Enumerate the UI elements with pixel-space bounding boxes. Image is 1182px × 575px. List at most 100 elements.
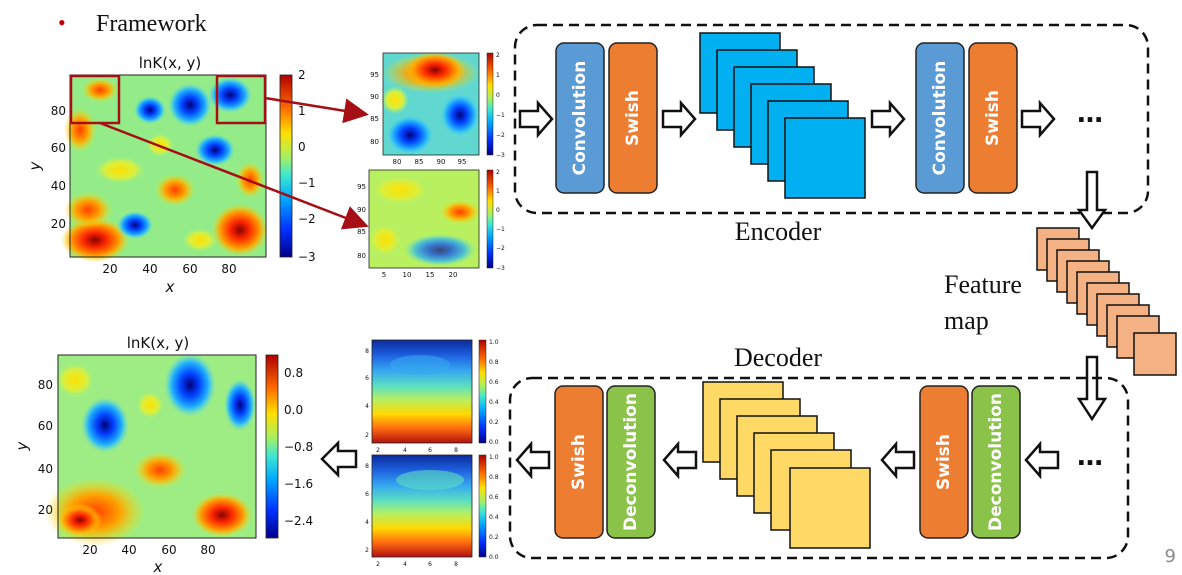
out-top-xtick: 4 — [403, 447, 407, 454]
out-bottom-cbar-tick: 0.6 — [489, 494, 499, 501]
out-bottom-cbar-tick: 1.0 — [489, 454, 499, 461]
input-map-title: lnK(x, y) — [139, 54, 202, 72]
input-cbar-tick: 2 — [298, 68, 306, 82]
hollow-arrow-left-icon — [880, 440, 916, 480]
output-ytick: 20 — [38, 503, 53, 517]
feature-map-label-line1: Feature — [944, 270, 1022, 299]
convolution-label: Convolution — [930, 61, 950, 176]
encoder-label: Encoder — [735, 217, 822, 246]
input-ytick: 40 — [51, 179, 66, 193]
feature-map-label-line2: map — [944, 306, 989, 335]
output-xlabel: x — [153, 558, 163, 575]
red-arrow-top — [264, 96, 369, 124]
out-bottom-ytick: 6 — [365, 491, 369, 498]
out-bottom-xtick: 2 — [376, 561, 380, 568]
crop-map-bottom: 5 10 15 20 95 90 85 80 2 1 0 −1 −2 −3 — [357, 169, 505, 279]
out-bottom-ytick: 4 — [365, 519, 369, 526]
out-top-cbar-tick: 0.6 — [489, 379, 499, 386]
output-xtick: 80 — [200, 543, 215, 557]
input-xlabel: x — [165, 278, 175, 296]
input-ytick: 80 — [51, 104, 66, 118]
output-colorbar — [265, 354, 279, 539]
output-ytick: 40 — [38, 462, 53, 476]
input-xtick: 60 — [182, 262, 197, 276]
out-top-cbar-tick: 0.2 — [489, 419, 499, 426]
input-cbar-tick: 0 — [298, 140, 306, 154]
convolution-label: Convolution — [570, 61, 590, 176]
page-number: 9 — [1165, 546, 1176, 567]
crop-box-left — [69, 74, 121, 125]
input-colorbar — [279, 74, 293, 258]
bullet: • — [58, 10, 66, 35]
out-top-xtick: 6 — [428, 447, 432, 454]
deconvolution-label: Deconvolution — [621, 393, 641, 531]
crop-box-right — [215, 74, 267, 125]
hollow-arrow-icon — [1020, 99, 1056, 139]
deconvolution-label: Deconvolution — [986, 393, 1006, 531]
decoder-label: Decoder — [734, 343, 822, 372]
output-ytick: 80 — [38, 378, 53, 392]
crop-top-xtick: 90 — [437, 158, 446, 166]
crop-bottom-cbar-tick: −1 — [496, 226, 505, 233]
hollow-arrow-icon — [870, 99, 906, 139]
crop-bottom-cbar-tick: 1 — [496, 188, 500, 195]
out-bottom-xtick: 6 — [428, 561, 432, 568]
output-xtick: 40 — [121, 543, 136, 557]
red-arrow-bottom — [99, 121, 369, 230]
swish-block — [608, 42, 658, 194]
out-bottom-cbar-tick: 0.4 — [489, 514, 499, 521]
crop-bottom-xtick: 5 — [382, 271, 386, 279]
out-bottom-cbar-tick: 0.2 — [489, 534, 499, 541]
deconvolution-block — [971, 385, 1021, 539]
crop-bottom-cbar-tick: −3 — [496, 265, 505, 272]
crop-top-ytick: 95 — [370, 71, 379, 79]
output-xtick: 20 — [82, 543, 97, 557]
encoder-feature-maps — [699, 32, 866, 199]
decoder-ellipsis: … — [1077, 442, 1103, 472]
input-cbar-tick: 1 — [298, 104, 306, 118]
crop-top-xtick: 95 — [458, 158, 467, 166]
swish-label: Swish — [983, 90, 1003, 146]
output-ylabel: y — [13, 440, 31, 451]
deconvolution-block — [606, 385, 656, 539]
encoder-ellipsis: … — [1077, 99, 1103, 129]
crop-top-cbar-tick: 0 — [496, 92, 500, 99]
hollow-arrow-icon — [518, 99, 554, 139]
crop-top-xtick: 80 — [393, 158, 402, 166]
out-bottom-xtick: 4 — [403, 561, 407, 568]
crop-top-cbar-tick: 2 — [496, 52, 500, 59]
latent-feature-maps — [1036, 227, 1177, 376]
hollow-arrow-down-icon — [1076, 170, 1108, 231]
hollow-arrow-icon — [661, 99, 697, 139]
swish-label: Swish — [934, 434, 954, 490]
crop-top-ytick: 80 — [370, 138, 379, 146]
input-cbar-tick: −1 — [298, 176, 316, 190]
output-ytick: 60 — [38, 419, 53, 433]
crop-top-xtick: 85 — [415, 158, 424, 166]
hollow-arrow-left-icon — [662, 440, 698, 480]
convolution-block — [915, 42, 965, 194]
input-ytick: 20 — [51, 217, 66, 231]
crop-bottom-cbar-tick: −2 — [496, 245, 505, 252]
output-xtick: 60 — [161, 543, 176, 557]
crop-bottom-ytick: 85 — [357, 228, 366, 236]
crop-bottom-ytick: 95 — [357, 183, 366, 191]
swish-label: Swish — [569, 434, 589, 490]
out-top-ytick: 6 — [365, 375, 369, 382]
crop-top-cbar-tick: −1 — [496, 112, 505, 119]
crop-top-ytick: 90 — [370, 93, 379, 101]
slide-heading: Framework — [96, 11, 207, 37]
out-top-xtick: 8 — [454, 447, 458, 454]
hollow-arrow-left-icon — [1024, 440, 1060, 480]
crop-bottom-xtick: 15 — [426, 271, 435, 279]
hollow-arrow-down-icon — [1076, 355, 1108, 422]
crop-bottom-cbar-tick: 2 — [496, 169, 500, 176]
output-cbar-tick: −0.8 — [284, 440, 313, 454]
out-top-ytick: 4 — [365, 403, 369, 410]
input-field-map: lnK(x, y) 20 40 — [26, 54, 316, 296]
out-bottom-ytick: 8 — [365, 463, 369, 470]
convolution-block — [555, 42, 605, 194]
output-map-title: lnK(x, y) — [127, 334, 190, 352]
decoder-box — [508, 376, 1130, 560]
swish-block — [968, 42, 1018, 194]
